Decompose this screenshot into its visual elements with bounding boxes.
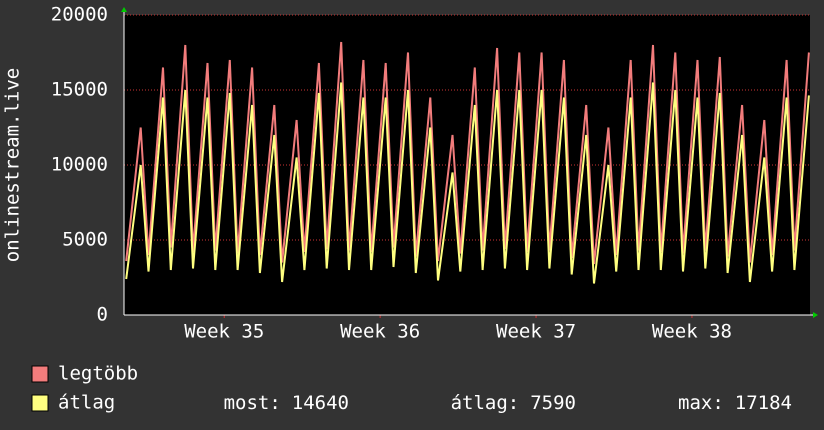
stat-value: 17184 [735, 392, 792, 414]
stat-value: 7590 [530, 392, 576, 414]
stat-label: most: [224, 392, 281, 414]
stat-label: max: [678, 392, 724, 414]
y-tick-label: 20000 [51, 4, 108, 26]
axis-arrow [121, 7, 127, 12]
stat: átlag: 7590 [451, 392, 576, 414]
y-tick-label: 5000 [62, 229, 108, 251]
stat: max: 17184 [678, 392, 792, 414]
y-tick-label: 15000 [51, 79, 108, 101]
y-tick-label: 10000 [51, 154, 108, 176]
x-tick-label: Week 35 [184, 321, 264, 343]
y-axis-label: onlinestream.live [2, 68, 24, 262]
x-tick-label: Week 38 [652, 321, 732, 343]
legend-label: legtöbb [58, 363, 138, 385]
series-line [125, 82, 810, 284]
legend-swatch [31, 365, 49, 383]
x-tick-label: Week 36 [340, 321, 420, 343]
x-tick-label: Week 37 [496, 321, 576, 343]
stat-value: 14640 [292, 392, 349, 414]
axis-arrow [813, 312, 818, 318]
y-tick-label: 0 [97, 304, 108, 326]
legend-swatch [31, 394, 49, 412]
legend-label: átlag [58, 392, 115, 414]
series-line [125, 41, 810, 265]
stat-label: átlag: [451, 392, 520, 414]
stat: most: 14640 [224, 392, 349, 414]
